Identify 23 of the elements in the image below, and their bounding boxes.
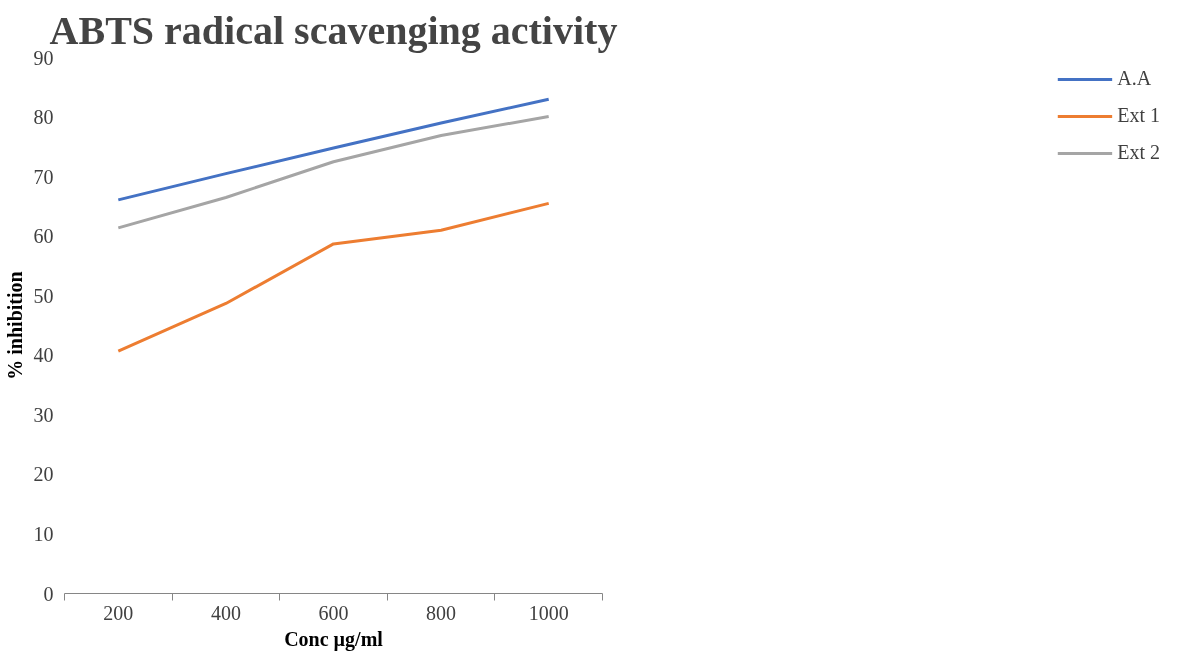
legend-label: Ext 2 <box>1117 141 1160 164</box>
y-tick-label: 70 <box>33 165 54 188</box>
x-tick-label: 1000 <box>528 601 569 624</box>
y-tick-label: 80 <box>33 106 54 129</box>
line-series <box>116 201 551 353</box>
legend-label: Ext 1 <box>1117 104 1160 127</box>
y-tick-label: 10 <box>33 522 54 545</box>
x-tick-label: 400 <box>210 601 241 624</box>
legend-label: A.A <box>1117 67 1152 90</box>
x-tick-label: 800 <box>426 601 457 624</box>
line-series <box>116 114 551 230</box>
x-tick-label: 200 <box>103 601 134 624</box>
x-tick-label: 600 <box>318 601 349 624</box>
y-tick-label: 20 <box>33 463 54 486</box>
y-tick-label: 60 <box>33 225 54 248</box>
line-series <box>116 97 551 202</box>
y-tick-label: 90 <box>33 46 54 69</box>
y-tick-label: 30 <box>33 403 54 426</box>
y-tick-label: 0 <box>43 582 54 605</box>
y-tick-label: 40 <box>33 344 54 367</box>
y-axis-title: % inhibition <box>3 271 26 380</box>
x-axis-title: Conc µg/ml <box>284 627 384 651</box>
y-tick-label: 50 <box>33 284 54 307</box>
